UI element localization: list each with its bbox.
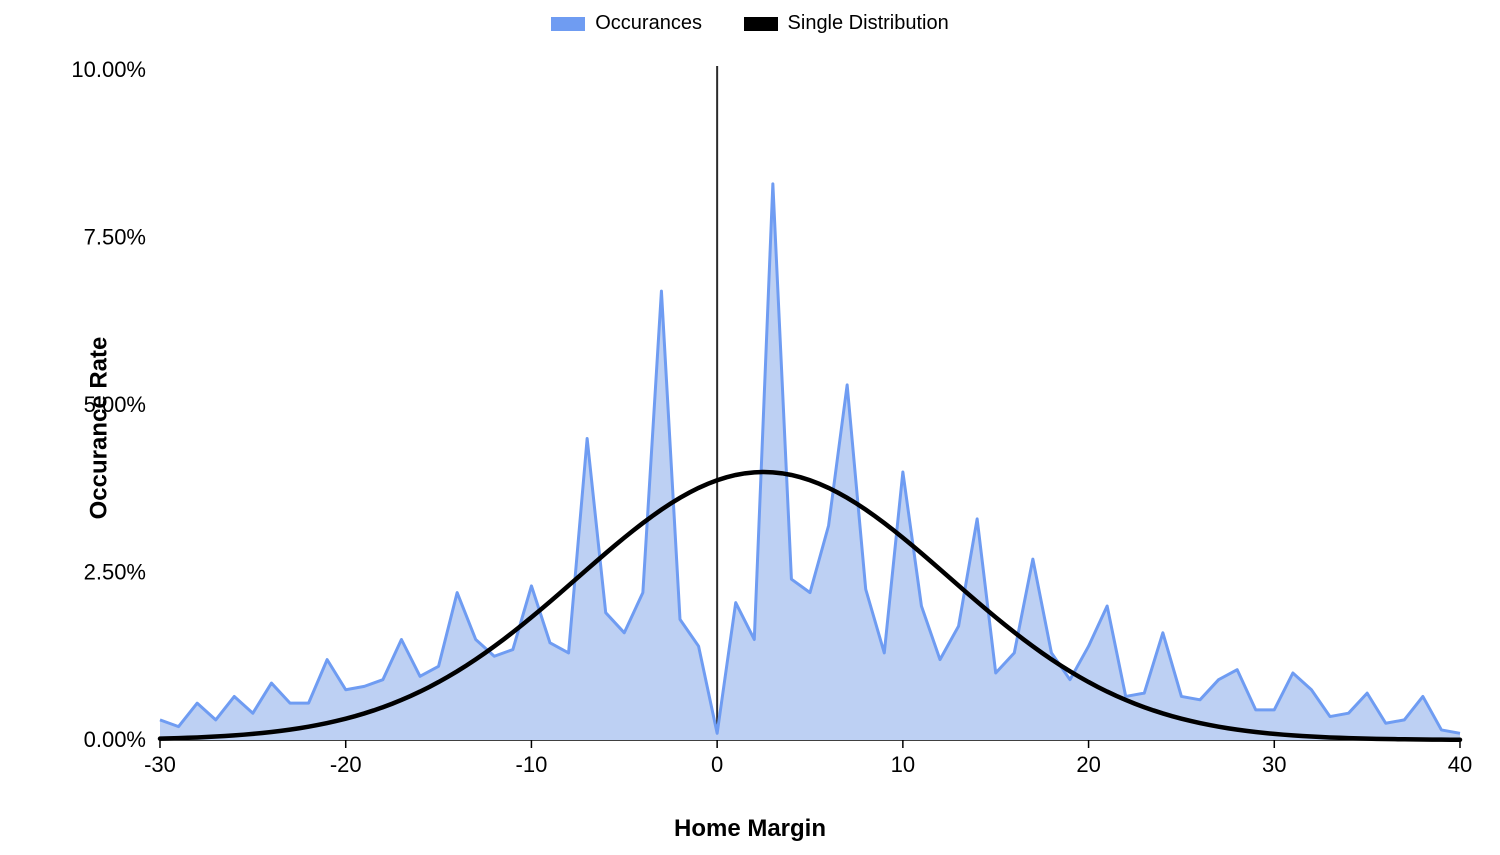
- occurances-area: [160, 184, 1460, 740]
- x-tick-label: 30: [1262, 752, 1286, 777]
- y-tick-label: 7.50%: [84, 225, 146, 250]
- x-tick-label: -10: [516, 752, 548, 777]
- chart-container: Occurances Single Distribution Occurance…: [0, 0, 1500, 855]
- y-tick-label: 2.50%: [84, 560, 146, 585]
- x-tick-label: 40: [1448, 752, 1472, 777]
- x-tick-label: 0: [711, 752, 723, 777]
- legend-swatch-single-distribution: [744, 17, 778, 31]
- legend: Occurances Single Distribution: [0, 12, 1500, 37]
- y-tick-label: 10.00%: [71, 57, 146, 82]
- x-axis-label: Home Margin: [0, 815, 1500, 843]
- y-tick-label: 0.00%: [84, 727, 146, 752]
- legend-label-single-distribution: Single Distribution: [788, 12, 949, 35]
- x-tick-label: 20: [1076, 752, 1100, 777]
- y-axis-label: Occurance Rate: [85, 336, 113, 519]
- legend-item-occurances: Occurances: [551, 12, 702, 35]
- chart-svg: 0.00%2.50%5.00%7.50%10.00%-30-20-1001020…: [0, 0, 1500, 855]
- legend-label-occurances: Occurances: [595, 12, 702, 35]
- x-tick-label: -20: [330, 752, 362, 777]
- x-tick-label: -30: [144, 752, 176, 777]
- x-tick-label: 10: [891, 752, 915, 777]
- legend-swatch-occurances: [551, 17, 585, 31]
- legend-item-single-distribution: Single Distribution: [744, 12, 949, 35]
